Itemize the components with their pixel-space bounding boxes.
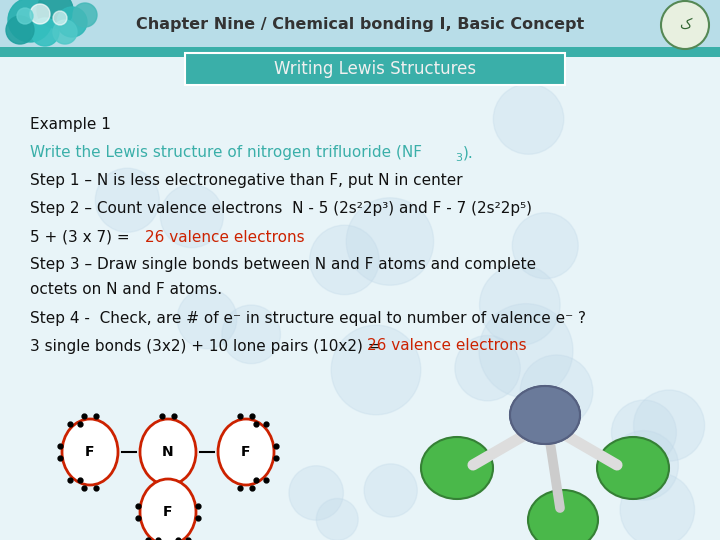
Text: 3 single bonds (3x2) + 10 lone pairs (10x2) =: 3 single bonds (3x2) + 10 lone pairs (10… [30, 339, 385, 354]
Text: Step 2 – Count valence electrons  N - 5 (2s²2p³) and F - 7 (2s²2p⁵): Step 2 – Count valence electrons N - 5 (… [30, 201, 532, 217]
Ellipse shape [597, 437, 669, 499]
Ellipse shape [528, 490, 598, 540]
Circle shape [346, 198, 433, 285]
Text: F: F [163, 505, 173, 519]
Circle shape [73, 3, 97, 27]
Circle shape [161, 185, 223, 248]
FancyBboxPatch shape [0, 0, 720, 50]
Text: ).: ). [463, 145, 474, 160]
Circle shape [513, 213, 578, 279]
Circle shape [620, 472, 695, 540]
Circle shape [609, 431, 678, 500]
Ellipse shape [140, 419, 196, 485]
Ellipse shape [510, 386, 580, 444]
Text: Step 3 – Draw single bonds between N and F atoms and complete: Step 3 – Draw single bonds between N and… [30, 258, 536, 273]
Text: F: F [241, 445, 251, 459]
Circle shape [95, 168, 159, 232]
Text: 26 valence electrons: 26 valence electrons [145, 230, 305, 245]
Text: 5 + (3 x 7) =: 5 + (3 x 7) = [30, 230, 135, 245]
FancyBboxPatch shape [0, 47, 720, 57]
Circle shape [364, 464, 418, 517]
Circle shape [455, 335, 521, 401]
Circle shape [53, 20, 77, 44]
Text: Example 1: Example 1 [30, 118, 111, 132]
Circle shape [661, 1, 709, 49]
Circle shape [53, 11, 67, 25]
Circle shape [493, 84, 564, 154]
Circle shape [521, 355, 593, 428]
Text: 3: 3 [455, 153, 462, 163]
Ellipse shape [510, 386, 580, 444]
Ellipse shape [218, 419, 274, 485]
Ellipse shape [421, 437, 493, 499]
Circle shape [316, 498, 358, 540]
Circle shape [480, 265, 560, 345]
Text: N: N [162, 445, 174, 459]
Ellipse shape [62, 419, 118, 485]
Text: octets on N and F atoms.: octets on N and F atoms. [30, 282, 222, 298]
Ellipse shape [140, 479, 196, 540]
Text: Chapter Nine / Chemical bonding I, Basic Concept: Chapter Nine / Chemical bonding I, Basic… [136, 17, 584, 31]
Circle shape [331, 325, 420, 415]
Circle shape [8, 0, 52, 42]
Circle shape [611, 400, 676, 465]
FancyBboxPatch shape [185, 53, 565, 85]
Circle shape [30, 4, 50, 24]
Text: ک: ک [679, 18, 691, 32]
Text: Writing Lewis Structures: Writing Lewis Structures [274, 60, 476, 78]
Text: Write the Lewis structure of nitrogen trifluoride (NF: Write the Lewis structure of nitrogen tr… [30, 145, 422, 160]
Text: 26 valence electrons: 26 valence electrons [367, 339, 526, 354]
Circle shape [222, 305, 281, 363]
Text: F: F [85, 445, 95, 459]
Circle shape [57, 7, 87, 37]
Circle shape [289, 465, 343, 520]
Circle shape [479, 303, 573, 397]
Circle shape [31, 18, 59, 46]
Text: Step 1 – N is less electronegative than F, put N in center: Step 1 – N is less electronegative than … [30, 173, 463, 188]
Circle shape [6, 16, 34, 44]
Circle shape [17, 8, 33, 24]
Text: Step 4 -  Check, are # of e⁻ in structure equal to number of valence e⁻ ?: Step 4 - Check, are # of e⁻ in structure… [30, 310, 586, 326]
Circle shape [310, 225, 379, 295]
Circle shape [37, 0, 73, 28]
Circle shape [634, 390, 705, 461]
Circle shape [177, 289, 237, 349]
